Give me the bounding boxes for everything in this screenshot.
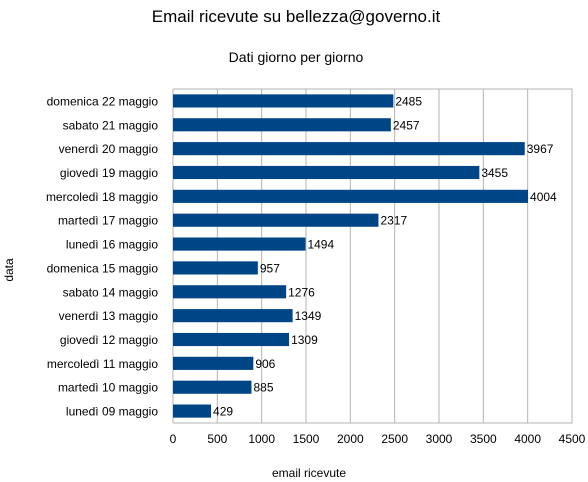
- bar: [173, 380, 252, 394]
- bar: [173, 237, 306, 251]
- category-label: sabato 21 maggio: [63, 118, 159, 132]
- x-tick-label: 3000: [426, 432, 453, 446]
- data-label: 1276: [288, 285, 315, 299]
- data-label: 2457: [393, 118, 420, 132]
- category-label: martedì 10 maggio: [58, 381, 158, 395]
- x-axis-label: email ricevute: [272, 466, 346, 480]
- bar: [173, 94, 394, 108]
- x-tick-label: 1000: [248, 432, 275, 446]
- data-label: 2317: [380, 214, 407, 228]
- category-label: domenica 15 maggio: [47, 261, 159, 275]
- category-label: lunedì 09 maggio: [66, 405, 158, 419]
- bar: [173, 332, 290, 347]
- data-label: 1494: [307, 238, 334, 252]
- category-labels: domenica 22 maggio sabato 21 maggio venerd…: [46, 94, 158, 418]
- bars: [173, 94, 529, 418]
- bar: [173, 356, 254, 370]
- bar: [173, 118, 391, 132]
- data-label: 429: [213, 405, 233, 419]
- category-label: venerdì 13 maggio: [59, 309, 159, 323]
- x-tick-label: 3500: [470, 432, 497, 446]
- category-label: mercoledì 11 maggio: [47, 357, 158, 371]
- y-axis-label: data: [2, 258, 16, 282]
- data-label: 2485: [395, 94, 422, 108]
- x-tick-label: 0: [170, 432, 177, 446]
- grid-lines: [216, 89, 529, 423]
- data-label: 906: [255, 357, 275, 371]
- bar: [173, 189, 529, 203]
- x-tick-label: 4500: [559, 432, 586, 446]
- bar: [173, 404, 212, 418]
- plot-frame: [172, 88, 573, 424]
- category-label: giovedì 12 maggio: [60, 333, 158, 347]
- data-label: 4004: [530, 190, 557, 204]
- data-label: 957: [260, 261, 280, 275]
- bar: [173, 309, 293, 323]
- x-tick-label: 4000: [514, 432, 541, 446]
- bar: [173, 261, 258, 275]
- category-label: sabato 14 maggio: [63, 285, 159, 299]
- category-label: lunedì 16 maggio: [66, 238, 158, 252]
- data-label: 3455: [481, 166, 508, 180]
- chart-title: Email ricevute su bellezza@governo.it: [152, 7, 441, 26]
- category-label: domenica 22 maggio: [47, 94, 159, 108]
- data-label: 885: [253, 381, 273, 395]
- x-tick-label: 2500: [381, 432, 408, 446]
- bar: [173, 213, 379, 227]
- x-tick-label: 2000: [337, 432, 364, 446]
- bar: [173, 165, 480, 180]
- data-label: 3967: [527, 142, 554, 156]
- value-labels: 2485 2457 3967 3455 4004 2317 1494 957 1276 1349 1…: [213, 94, 557, 418]
- category-label: mercoledì 18 maggio: [46, 190, 158, 204]
- category-label: venerdì 20 maggio: [59, 142, 159, 156]
- x-tick-label: 500: [207, 432, 227, 446]
- bar: [173, 285, 287, 299]
- x-tick-labels: 0 500 1000 1500 2000 2500 3000 3500 4000 4500: [170, 432, 586, 446]
- data-label: 1349: [295, 309, 322, 323]
- category-label: martedì 17 maggio: [58, 214, 158, 228]
- bar: [173, 142, 525, 156]
- chart-subtitle: Dati giorno per giorno: [229, 49, 364, 65]
- x-tick-label: 1500: [293, 432, 320, 446]
- data-label: 1309: [291, 333, 318, 347]
- category-label: giovedì 19 maggio: [60, 166, 158, 180]
